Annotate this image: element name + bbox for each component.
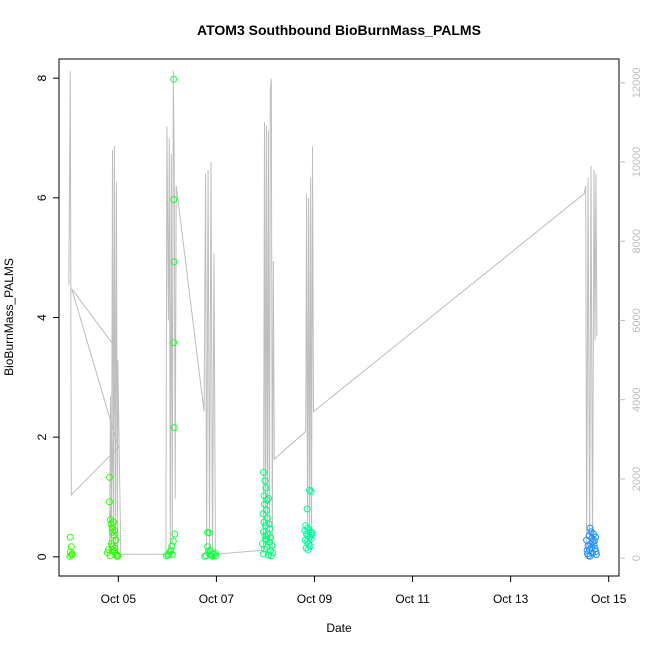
data-point: [259, 510, 267, 518]
data-point: [206, 546, 214, 554]
y-tick-label: 6: [35, 194, 49, 201]
data-point: [170, 258, 178, 266]
y2-tick-label: 2000: [631, 467, 643, 491]
y2-tick-label: 6000: [631, 308, 643, 332]
data-point: [68, 550, 76, 558]
data-point: [301, 527, 309, 534]
data-point: [308, 531, 315, 539]
data-point: [592, 551, 600, 558]
data-point: [114, 552, 122, 560]
data-point: [262, 506, 270, 514]
data-point: [592, 548, 600, 555]
y2-tick-label: 8000: [631, 229, 643, 253]
data-points-layer: [66, 75, 600, 560]
data-point: [306, 542, 314, 550]
x-tick-label: Oct 05: [101, 592, 137, 606]
data-point: [261, 477, 269, 485]
data-point: [111, 544, 119, 552]
data-point: [307, 488, 315, 496]
data-point: [264, 494, 272, 502]
data-point: [109, 518, 117, 526]
data-point: [106, 552, 114, 560]
data-point: [204, 543, 212, 551]
data-point: [170, 75, 178, 83]
data-point: [205, 529, 213, 537]
y2-axis: 0 2000 4000 6000 8000 10000 12000: [619, 67, 643, 561]
y-axis-label: BioBurnMass_PALMS: [2, 258, 16, 376]
data-point: [170, 196, 178, 204]
y-tick-label: 0: [35, 553, 49, 560]
data-point: [267, 552, 275, 560]
data-point: [171, 530, 179, 538]
data-point: [304, 546, 312, 554]
x-axis: Oct 05 Oct 07 Oct 09 Oct 11 Oct 13 Oct 15: [101, 576, 627, 606]
y2-tick-label: 4000: [631, 387, 643, 411]
data-point: [306, 486, 314, 494]
data-point: [111, 527, 119, 534]
data-point: [262, 484, 270, 492]
data-point: [66, 533, 74, 541]
data-point: [592, 533, 599, 541]
data-point: [170, 424, 178, 432]
data-point: [201, 552, 209, 560]
x-tick-label: Oct 11: [395, 592, 430, 606]
data-point: [106, 473, 113, 481]
data-point: [303, 505, 311, 513]
x-tick-label: Oct 15: [591, 592, 627, 606]
y-tick-label: 2: [35, 434, 49, 441]
y2-tick-label: 12000: [631, 67, 643, 98]
data-point: [260, 550, 267, 558]
data-point: [169, 537, 177, 545]
data-point: [586, 524, 594, 532]
x-tick-label: Oct 09: [297, 592, 333, 606]
data-point: [262, 535, 270, 543]
y2-tick-label: 0: [631, 555, 643, 561]
data-point: [583, 546, 591, 554]
data-point: [264, 551, 272, 559]
data-point: [106, 498, 113, 506]
y-tick-label: 4: [35, 314, 49, 321]
data-point: [212, 552, 220, 560]
x-axis-label: Date: [326, 621, 352, 635]
data-point: [112, 536, 120, 544]
data-point: [210, 551, 218, 558]
altitude-line: [68, 70, 598, 555]
data-point: [260, 469, 267, 476]
data-point: [168, 551, 176, 558]
y2-tick-label: 10000: [631, 147, 643, 178]
x-tick-label: Oct 13: [493, 592, 529, 606]
data-point: [170, 339, 178, 347]
data-point: [265, 520, 273, 528]
data-point: [168, 542, 176, 550]
data-point: [591, 537, 598, 545]
data-point: [66, 552, 74, 560]
data-point: [302, 544, 310, 552]
altitude-line-layer: [68, 70, 598, 555]
y-axis: 0 2 4 6 8: [35, 74, 59, 560]
plot-frame: [58, 58, 620, 577]
chart-title: ATOM3 Southbound BioBurnMass_PALMS: [197, 22, 481, 38]
data-point: [109, 528, 117, 536]
x-tick-label: Oct 07: [199, 592, 235, 606]
data-point: [260, 518, 268, 526]
data-point: [167, 546, 175, 554]
data-point: [586, 552, 594, 560]
y-tick-label: 8: [35, 74, 49, 81]
data-point: [261, 500, 268, 508]
